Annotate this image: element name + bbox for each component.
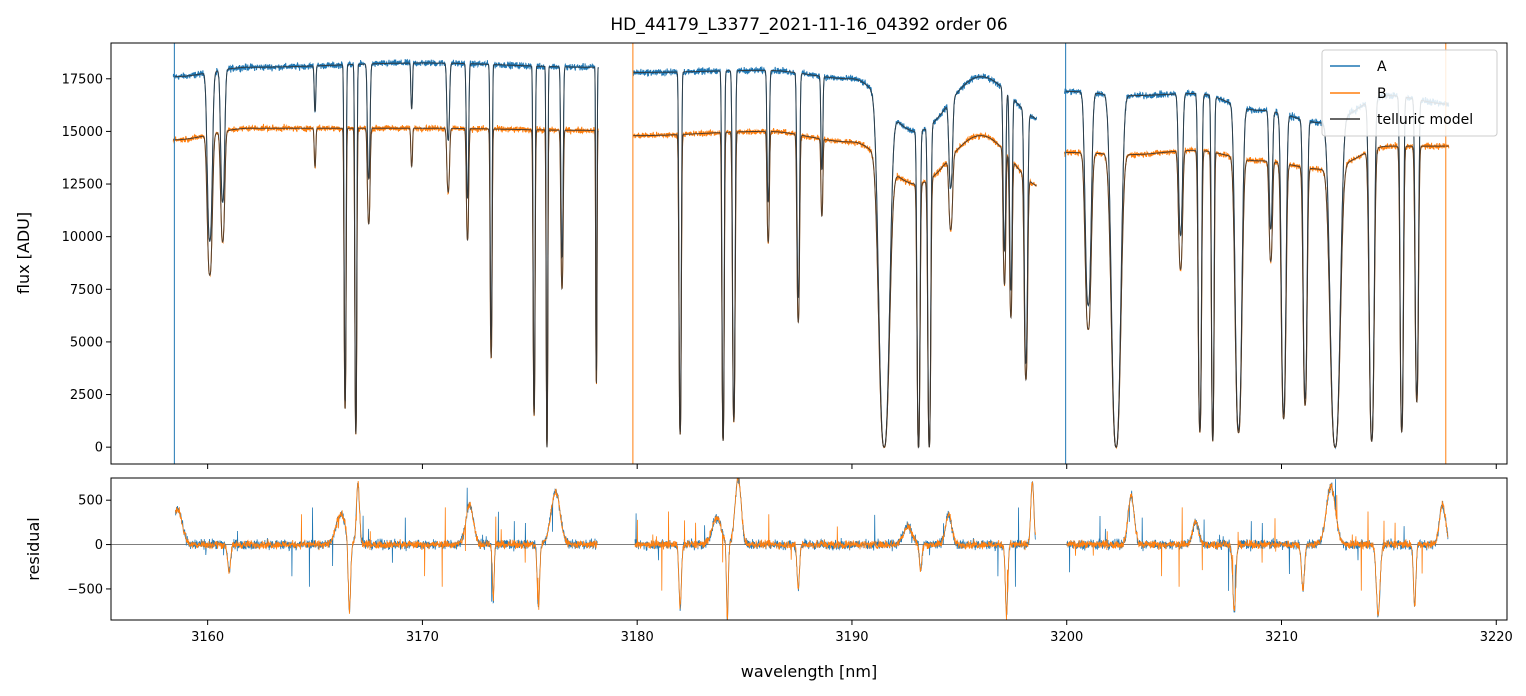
- legend-label-A: A: [1377, 59, 1387, 75]
- residual-x-ticks: 3160 3170 3180 3190 3200 3210 3220: [191, 620, 1513, 645]
- flux-y-ticks: 0 2500 5000 7500 10000 12500 15000 17500: [62, 72, 111, 456]
- flux-y-axis-label: flux [ADU]: [14, 212, 33, 294]
- x-tick-label: 3180: [621, 630, 654, 645]
- x-tick-label: 3190: [835, 630, 868, 645]
- series-B-residual-line: [175, 478, 1449, 620]
- y-tick-label: 15000: [62, 125, 103, 140]
- x-tick-label: 3170: [406, 630, 439, 645]
- legend-label-model: telluric model: [1377, 112, 1473, 128]
- residual-y-axis-label: residual: [24, 517, 43, 580]
- flux-x-ticks: [207, 464, 1497, 469]
- x-axis-label: wavelength [nm]: [741, 662, 878, 681]
- y-tick-label: 500: [78, 494, 103, 509]
- residual-y-ticks: −500 0 500: [67, 494, 111, 597]
- flux-panel: 0 2500 5000 7500 10000 12500 15000 17500 flux […: [14, 42, 1508, 469]
- y-tick-label: 10000: [62, 230, 103, 245]
- legend: A B telluric model: [1321, 49, 1498, 137]
- y-tick-label: 17500: [62, 72, 103, 87]
- y-tick-label: −500: [67, 582, 103, 597]
- y-tick-label: 7500: [70, 283, 103, 298]
- y-tick-label: 2500: [70, 388, 103, 403]
- y-tick-label: 12500: [62, 178, 103, 193]
- telluric-model-B-line: [173, 127, 1449, 449]
- residual-panel: −500 0 500 3160 3170 3180 3190 3200 3210 3220 re…: [24, 477, 1513, 681]
- legend-label-B: B: [1377, 86, 1387, 102]
- x-tick-label: 3200: [1050, 630, 1083, 645]
- y-tick-label: 0: [95, 538, 103, 553]
- y-tick-label: 0: [95, 441, 103, 456]
- x-tick-label: 3210: [1265, 630, 1298, 645]
- x-tick-label: 3160: [191, 630, 224, 645]
- y-tick-label: 5000: [70, 335, 103, 350]
- x-tick-label: 3220: [1480, 630, 1513, 645]
- flux-panel-frame: [111, 43, 1507, 464]
- chart-title: HD_44179_L3377_2021-11-16_04392 order 06: [610, 15, 1007, 35]
